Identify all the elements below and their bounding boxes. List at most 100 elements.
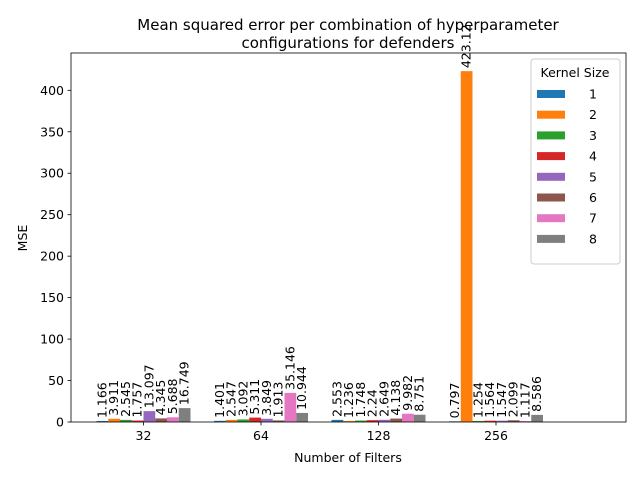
data-label-64-kernel-1: 1.401 — [212, 382, 227, 418]
data-label-64-kernel-8: 10.944 — [294, 366, 309, 410]
data-label-64-kernel-5: 3.849 — [259, 380, 274, 416]
y-tick-label: 0 — [56, 415, 64, 430]
data-label-128-kernel-6: 4.138 — [388, 380, 403, 416]
data-labels-layer: 1.166 1.401 2.553 0.797 3.911 2.547 1.236 423.1… — [94, 24, 544, 418]
bar-256-kernel-6 — [507, 420, 520, 422]
legend-label-2: 2 — [589, 107, 597, 122]
data-label-64-kernel-6: 1.913 — [271, 382, 286, 418]
data-label-64-kernel-2: 2.547 — [224, 381, 239, 417]
data-label-256-kernel-3: 1.254 — [470, 382, 485, 418]
y-tick-label: 200 — [40, 249, 64, 264]
bar-64-kernel-8 — [296, 412, 308, 422]
bars-layer — [96, 71, 543, 422]
y-tick-label: 300 — [40, 166, 64, 181]
chart-title-line-1: Mean squared error per combination of hy… — [137, 16, 559, 34]
bar-256-kernel-4 — [484, 420, 496, 422]
y-tick-label: 250 — [40, 207, 64, 222]
bar-32-kernel-2 — [108, 418, 120, 422]
legend-entries: 1 2 3 4 5 6 7 8 — [537, 87, 597, 246]
data-label-128-kernel-7: 9.982 — [400, 375, 415, 411]
bar-128-kernel-1 — [331, 419, 344, 422]
bar-128-kernel-2 — [343, 420, 355, 422]
legend-swatch-1 — [537, 90, 565, 98]
bar-32-kernel-1 — [96, 421, 109, 422]
legend-label-8: 8 — [589, 231, 597, 246]
bar-128-kernel-8 — [413, 414, 426, 422]
bar-32-kernel-6 — [155, 418, 167, 422]
bar-256-kernel-2 — [460, 71, 473, 422]
bar-128-kernel-5 — [378, 419, 391, 422]
bar-32-kernel-5 — [143, 411, 156, 422]
bar-32-kernel-4 — [131, 420, 144, 422]
legend-swatch-2 — [537, 110, 565, 119]
data-label-256-kernel-7: 1.117 — [517, 382, 532, 418]
data-label-256-kernel-1: 0.797 — [447, 383, 462, 419]
bar-128-kernel-6 — [390, 418, 402, 422]
data-label-256-kernel-5: 1.547 — [494, 382, 509, 418]
bar-256-kernel-3 — [472, 420, 485, 422]
legend-label-3: 3 — [589, 128, 597, 143]
data-label-64-kernel-3: 3.092 — [235, 381, 250, 417]
bar-64-kernel-2 — [225, 419, 238, 422]
legend-swatch-3 — [537, 131, 565, 140]
bar-32-kernel-3 — [120, 419, 132, 422]
bar-256-kernel-7 — [519, 421, 532, 422]
legend-swatch-8 — [537, 234, 565, 243]
y-tick-label: 350 — [40, 124, 64, 139]
bar-64-kernel-1 — [214, 420, 226, 422]
data-label-64-kernel-7: 35.146 — [282, 346, 297, 390]
data-label-32-kernel-3: 2.545 — [118, 381, 133, 417]
legend: Kernel Size 1 2 3 4 5 6 7 8 — [530, 58, 621, 265]
bar-32-kernel-8 — [178, 408, 191, 422]
data-label-32-kernel-4: 1.757 — [130, 382, 145, 418]
legend-label-7: 7 — [589, 211, 597, 226]
y-tick-label: 50 — [48, 373, 64, 388]
bar-128-kernel-7 — [402, 413, 414, 422]
x-tick-label: 32 — [136, 428, 152, 443]
data-label-32-kernel-2: 3.911 — [106, 380, 121, 416]
data-label-256-kernel-8: 8.586 — [529, 376, 544, 412]
chart-title-line-2: configurations for defenders — [242, 34, 455, 52]
legend-swatch-6 — [537, 193, 565, 202]
data-label-128-kernel-4: 2.24 — [365, 389, 380, 417]
legend-label-4: 4 — [589, 149, 597, 164]
y-axis: 0 50 100 150 200 250 300 350 400 — [40, 83, 71, 430]
data-label-128-kernel-1: 2.553 — [329, 381, 344, 417]
data-label-32-kernel-1: 1.166 — [94, 382, 109, 418]
bar-128-kernel-3 — [355, 420, 367, 422]
bar-64-kernel-4 — [249, 417, 261, 422]
bar-128-kernel-4 — [366, 420, 379, 422]
legend-label-6: 6 — [589, 190, 597, 205]
x-tick-label: 256 — [484, 428, 508, 443]
legend-swatch-5 — [537, 172, 565, 181]
legend-label-5: 5 — [589, 169, 597, 184]
bar-64-kernel-7 — [284, 392, 297, 422]
x-tick-label: 128 — [367, 428, 391, 443]
data-label-128-kernel-3: 1.748 — [353, 382, 368, 418]
x-axis: 32 64 128 256 — [136, 422, 508, 443]
y-tick-label: 400 — [40, 83, 64, 98]
data-label-64-kernel-4: 5.311 — [247, 379, 262, 415]
data-label-128-kernel-5: 2.649 — [376, 381, 391, 417]
y-tick-label: 100 — [40, 332, 64, 347]
x-axis-label: Number of Filters — [294, 450, 402, 465]
bar-64-kernel-3 — [237, 419, 250, 422]
data-label-256-kernel-6: 2.099 — [506, 381, 521, 417]
x-tick-label: 64 — [253, 428, 269, 443]
plot-frame — [70, 52, 627, 423]
y-tick-label: 150 — [40, 290, 64, 305]
legend-box — [530, 58, 621, 265]
bar-32-kernel-7 — [167, 417, 179, 422]
data-label-32-kernel-8: 16.749 — [177, 361, 192, 405]
bar-64-kernel-6 — [272, 420, 285, 422]
data-label-128-kernel-8: 8.751 — [412, 376, 427, 412]
y-axis-label: MSE — [15, 225, 30, 252]
bar-256-kernel-5 — [496, 420, 508, 422]
bar-64-kernel-5 — [261, 418, 273, 422]
data-label-256-kernel-4: 1.564 — [482, 382, 497, 418]
legend-swatch-7 — [537, 214, 565, 223]
legend-label-1: 1 — [589, 87, 597, 102]
data-label-32-kernel-6: 4.345 — [153, 380, 168, 416]
bar-256-kernel-8 — [531, 414, 543, 422]
data-label-32-kernel-7: 5.688 — [165, 378, 180, 414]
